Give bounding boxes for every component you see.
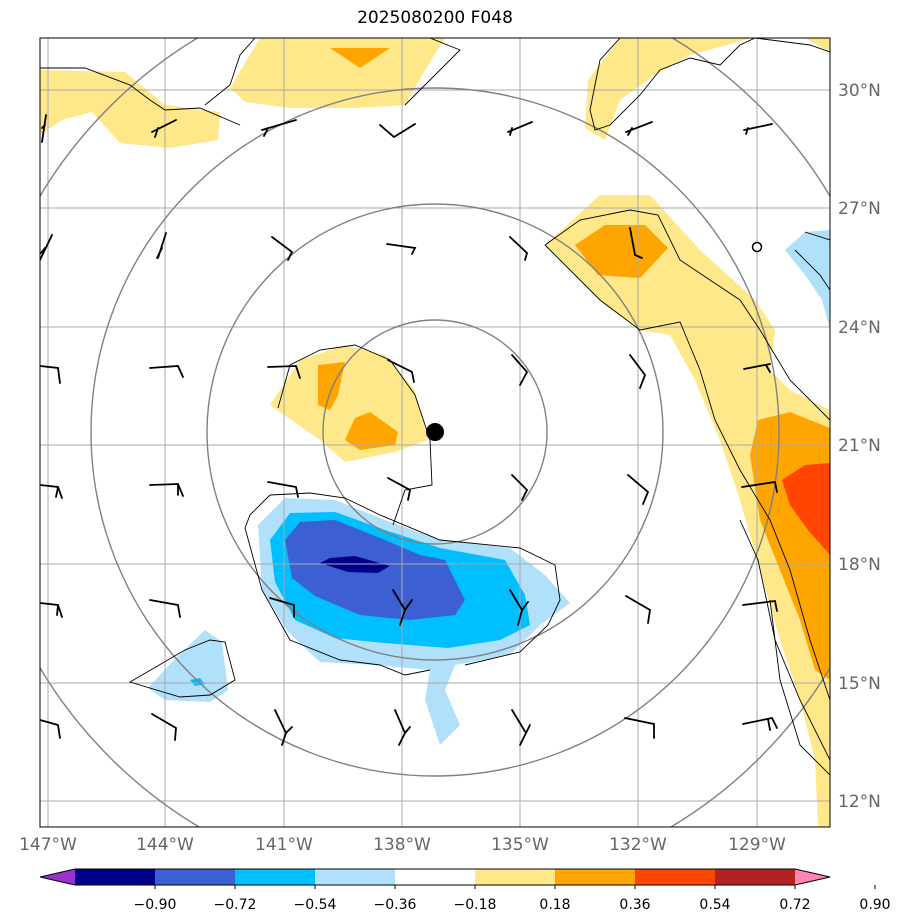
lat-axis: 30°N 27°N 24°N 21°N 18°N 15°N 12°N — [838, 81, 881, 812]
colorbar-segment — [555, 869, 636, 885]
colorbar-tick-label: −0.90 — [134, 897, 177, 913]
storm-center-marker — [426, 423, 444, 441]
lon-axis: 147°W 144°W 141°W 138°W 135°W 132°W 129°… — [19, 835, 786, 855]
lon-label-129w: 129°W — [728, 835, 786, 855]
lat-label-24n: 24°N — [838, 318, 881, 338]
lon-label-132w: 132°W — [609, 835, 667, 855]
colorbar: −0.90 −0.72 −0.54 −0.36 −0.18 0.18 0.36 0.54 0.7… — [39, 868, 891, 913]
lat-label-15n: 15°N — [838, 674, 881, 694]
range-rings — [40, 38, 830, 827]
wind-barbs — [40, 114, 778, 746]
colorbar-tick-label: 0.72 — [779, 897, 810, 913]
graticule — [40, 38, 830, 827]
colorbar-tick-label: −0.54 — [294, 897, 337, 913]
secondary-marker — [751, 241, 763, 253]
colorbar-segment — [475, 869, 556, 885]
lon-label-147w: 147°W — [19, 835, 77, 855]
map-title: 2025080200 F048 — [357, 8, 513, 28]
lat-label-18n: 18°N — [838, 555, 881, 575]
colorbar-segment — [635, 869, 716, 885]
colorbar-tick-label: 0.54 — [699, 897, 730, 913]
colorbar-segment — [315, 869, 396, 885]
colorbar-tick-label: 0.36 — [619, 897, 650, 913]
colorbar-segment — [395, 869, 476, 885]
lon-label-138w: 138°W — [373, 835, 431, 855]
lat-label-30n: 30°N — [838, 81, 881, 101]
lat-label-21n: 21°N — [838, 436, 881, 456]
colorbar-extend-high — [795, 869, 830, 885]
colorbar-extend-low — [40, 869, 75, 885]
colorbar-segment — [75, 869, 156, 885]
colorbar-tick-label: −0.36 — [374, 897, 417, 913]
colorbar-tick-label: −0.72 — [214, 897, 257, 913]
colorbar-tick-label: −0.18 — [454, 897, 497, 913]
lon-label-135w: 135°W — [491, 835, 549, 855]
colorbar-tick-label: 0.90 — [859, 897, 890, 913]
lon-label-141w: 141°W — [255, 835, 313, 855]
colorbar-tick-label: 0.18 — [539, 897, 570, 913]
contour-lines — [40, 38, 830, 776]
colorbar-segment — [235, 869, 316, 885]
lon-label-144w: 144°W — [136, 835, 194, 855]
colorbar-segment — [715, 869, 796, 885]
lat-label-12n: 12°N — [838, 792, 881, 812]
colorbar-segment — [155, 869, 236, 885]
map-frame — [39, 37, 831, 828]
lat-label-27n: 27°N — [838, 199, 881, 219]
